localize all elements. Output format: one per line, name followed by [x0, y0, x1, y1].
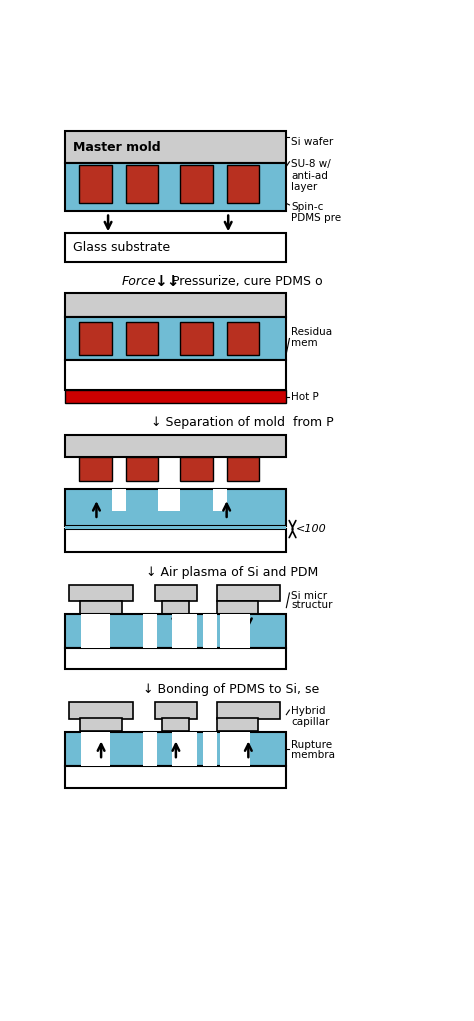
Bar	[227, 164, 259, 203]
Bar	[203, 614, 218, 647]
Bar	[227, 456, 259, 481]
Text: Hot P: Hot P	[291, 392, 319, 401]
Bar	[162, 601, 190, 614]
Bar	[65, 293, 286, 318]
Bar	[217, 584, 280, 601]
Text: Spin-c: Spin-c	[291, 202, 323, 211]
Bar	[69, 584, 133, 601]
Bar	[65, 489, 286, 526]
Bar	[81, 614, 110, 647]
Text: capillar: capillar	[291, 717, 329, 727]
Text: mem: mem	[291, 338, 318, 348]
Text: Master mold: Master mold	[73, 141, 161, 153]
Bar	[80, 719, 122, 731]
Text: ↓ Bonding of PDMS to Si, se: ↓ Bonding of PDMS to Si, se	[143, 683, 319, 695]
Bar	[65, 647, 286, 669]
Bar	[65, 435, 286, 456]
Bar	[126, 456, 158, 481]
Bar	[65, 529, 286, 552]
Bar	[80, 456, 112, 481]
Text: Glass substrate: Glass substrate	[73, 241, 170, 254]
Text: membra: membra	[291, 750, 335, 761]
Text: Hybrid: Hybrid	[291, 707, 326, 716]
Bar	[217, 701, 280, 719]
Bar	[158, 489, 180, 510]
Text: ↓↓: ↓↓	[154, 275, 179, 289]
Bar	[65, 131, 286, 163]
Bar	[126, 322, 158, 355]
Text: ↓ Air plasma of Si and PDM: ↓ Air plasma of Si and PDM	[146, 566, 319, 579]
Bar	[80, 164, 112, 203]
Text: structur: structur	[291, 600, 332, 610]
Bar	[155, 701, 197, 719]
Bar	[217, 601, 258, 614]
Text: Pressurize, cure PDMS o: Pressurize, cure PDMS o	[173, 276, 323, 288]
Text: Rupture: Rupture	[291, 739, 332, 749]
Text: <100: <100	[296, 524, 327, 534]
Text: Residua: Residua	[291, 328, 332, 337]
Bar	[65, 233, 286, 262]
Bar	[203, 732, 218, 766]
Bar	[220, 732, 250, 766]
Bar	[126, 164, 158, 203]
Bar	[180, 456, 213, 481]
Bar	[69, 701, 133, 719]
Bar	[65, 163, 286, 211]
Bar	[65, 359, 286, 390]
Bar	[65, 318, 286, 359]
Bar	[220, 614, 250, 647]
Bar	[217, 719, 258, 731]
Bar	[143, 732, 157, 766]
Text: Si wafer: Si wafer	[291, 137, 333, 147]
Bar	[180, 164, 213, 203]
Bar	[65, 390, 286, 403]
Bar	[65, 766, 286, 788]
Bar	[80, 601, 122, 614]
Bar	[155, 584, 197, 601]
Bar	[80, 322, 112, 355]
Text: layer: layer	[291, 182, 317, 192]
Bar	[213, 489, 227, 510]
Text: PDMS pre: PDMS pre	[291, 212, 341, 223]
Text: SU-8 w/: SU-8 w/	[291, 159, 331, 169]
Bar	[180, 322, 213, 355]
Bar	[112, 489, 126, 510]
Bar	[162, 719, 190, 731]
Text: ↓ Separation of mold  from P: ↓ Separation of mold from P	[151, 417, 333, 429]
Bar	[173, 732, 197, 766]
Bar	[65, 526, 286, 529]
Bar	[227, 322, 259, 355]
Bar	[143, 614, 157, 647]
Bar	[173, 614, 197, 647]
Text: Force: Force	[121, 276, 156, 288]
Bar	[65, 614, 286, 647]
Text: Si micr: Si micr	[291, 591, 327, 600]
Bar	[65, 732, 286, 766]
Text: anti-ad: anti-ad	[291, 172, 328, 181]
Bar	[81, 732, 110, 766]
